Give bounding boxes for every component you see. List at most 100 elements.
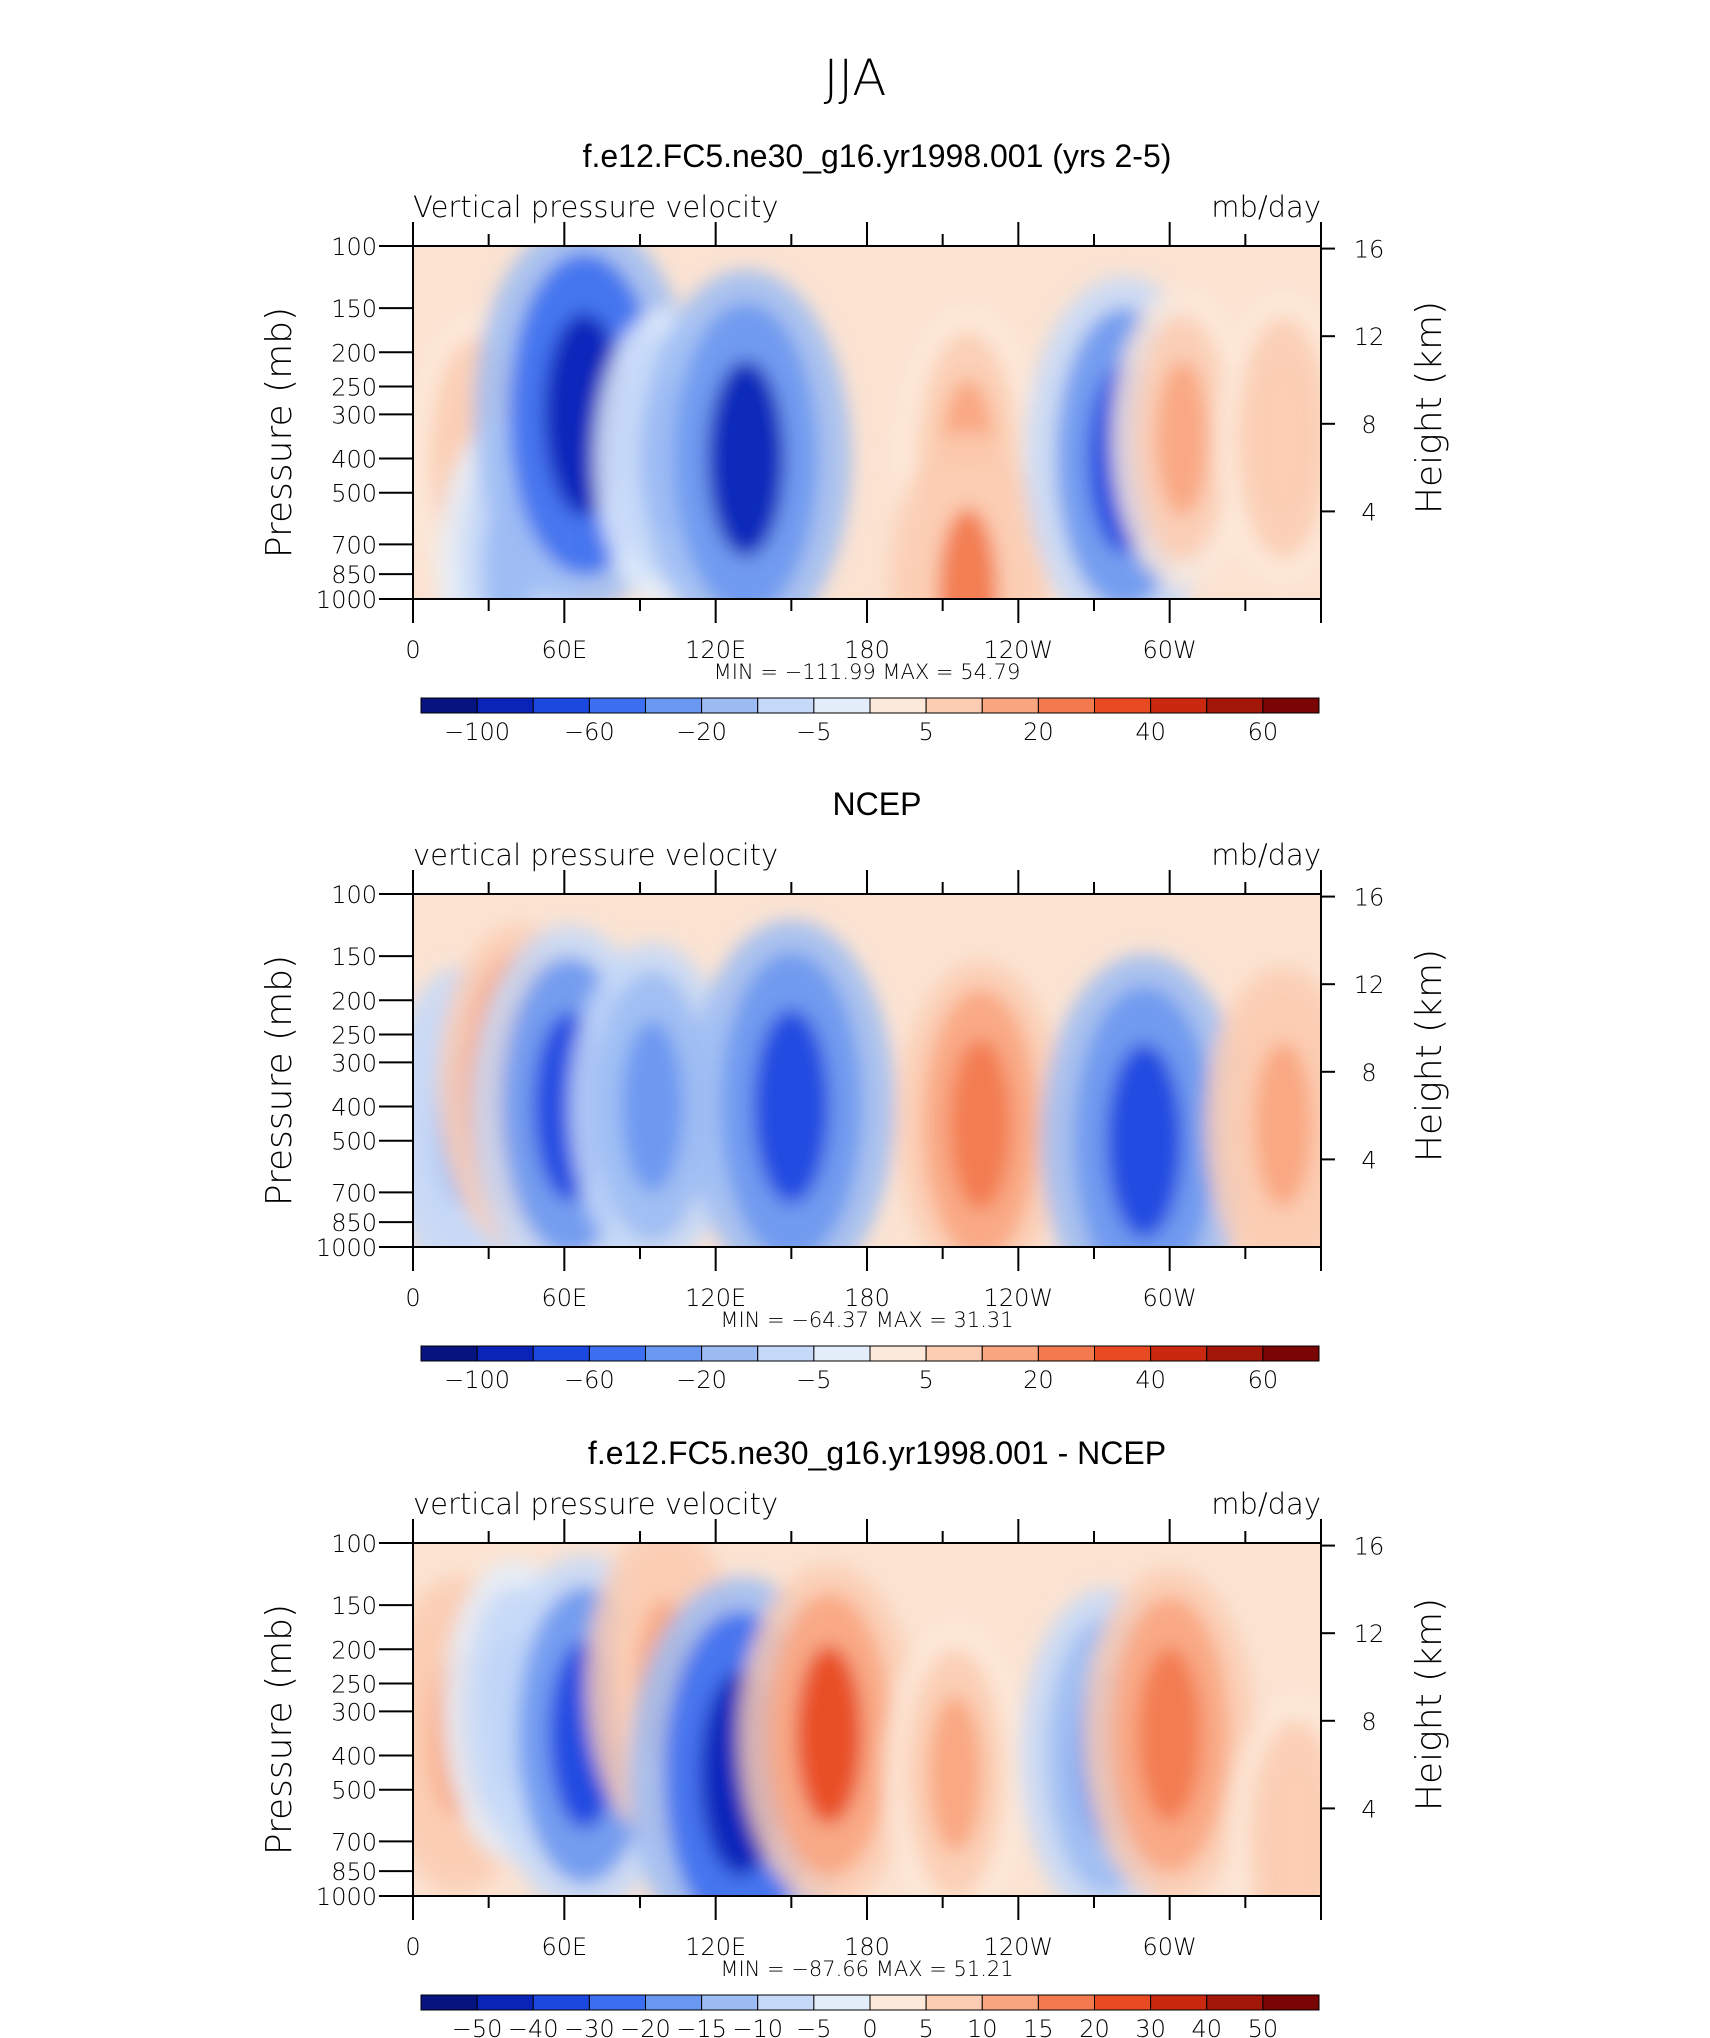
colorbar-label: 40 (1135, 1366, 1166, 1394)
colorbar-swatch (1094, 697, 1152, 714)
y-right-tick-label: 4 (1361, 1795, 1376, 1823)
min-max-label: MIN = −111.99 MAX = 54.79 (714, 660, 1021, 684)
colorbar-swatch (476, 1994, 534, 2011)
panel-title: NCEP (833, 786, 922, 822)
colorbar-label: 60 (1248, 1366, 1279, 1394)
colorbar-swatch (701, 1994, 759, 2011)
x-tick-label: 120E (685, 1933, 746, 1961)
colorbar-swatch (701, 697, 759, 714)
y-tick-label: 200 (331, 339, 377, 367)
x-tick-label: 60E (541, 1284, 587, 1312)
colorbar-label: −5 (796, 1366, 831, 1394)
y-tick-label: 400 (331, 446, 377, 474)
x-tick-label: 180 (844, 636, 890, 664)
y-tick-label: 100 (331, 881, 377, 909)
colorbar-swatch (588, 1994, 646, 2011)
colorbar-label: −5 (796, 718, 831, 746)
colorbar-swatch (981, 1994, 1039, 2011)
x-tick-label: 0 (405, 1284, 420, 1312)
contour-core (949, 1039, 1012, 1211)
contour-core (928, 1694, 982, 1853)
colorbar-swatch (757, 1345, 815, 1362)
colorbar-swatch (1206, 1994, 1264, 2011)
colorbar-swatch (420, 697, 478, 714)
panel-title: f.e12.FC5.ne30_g16.yr1998.001 (yrs 2-5) (583, 138, 1172, 174)
colorbar-swatch (1206, 697, 1264, 714)
contour-core (1270, 1764, 1321, 1896)
colorbar-label: −30 (564, 2015, 615, 2038)
y-tick-label: 200 (331, 987, 377, 1015)
colorbar-swatch (869, 1994, 927, 2011)
contour-fill (413, 1543, 1321, 1896)
x-tick-label: 0 (405, 636, 420, 664)
y-tick-label: 150 (331, 1592, 377, 1620)
y-tick-label: 1000 (316, 586, 377, 614)
x-tick-label: 120W (984, 636, 1054, 664)
colorbar-swatch (476, 697, 534, 714)
y-right-axis-label: Height (km) (1409, 1598, 1450, 1811)
colorbar-swatch (757, 1994, 815, 2011)
colorbar-label: 15 (1023, 2015, 1054, 2038)
x-tick-label: 180 (844, 1284, 890, 1312)
colorbar-swatch (532, 697, 590, 714)
colorbar-swatch (588, 1345, 646, 1362)
x-tick-label: 120W (984, 1933, 1054, 1961)
colorbar-label: 5 (918, 2015, 933, 2038)
chart-panel-3: f.e12.FC5.ne30_g16.yr1998.001 - NCEP vert… (259, 1435, 1450, 2038)
y-right-tick-label: 12 (1354, 1620, 1385, 1648)
colorbar-swatch (645, 697, 703, 714)
units-label: mb/day (1211, 838, 1321, 872)
colorbar-label: −20 (676, 718, 727, 746)
y-tick-label: 300 (331, 401, 377, 429)
colorbar-swatch (532, 1345, 590, 1362)
colorbar-label: −20 (620, 2015, 671, 2038)
variable-label: vertical pressure velocity (413, 838, 778, 872)
colorbar-label: −60 (564, 1366, 615, 1394)
y-tick-label: 700 (331, 1828, 377, 1856)
y-right-tick-label: 8 (1361, 1708, 1376, 1736)
colorbar-swatch (1262, 1994, 1320, 2011)
y-right-tick-label: 4 (1361, 1146, 1376, 1174)
colorbar-swatch (813, 1994, 871, 2011)
y-axis-label: Pressure (mb) (259, 1604, 300, 1855)
y-axis-label: Pressure (mb) (259, 307, 300, 558)
colorbar-swatch (1094, 1345, 1152, 1362)
colorbar-swatch (645, 1994, 703, 2011)
colorbar-label: −60 (564, 718, 615, 746)
contour-core (1254, 1042, 1313, 1208)
colorbar-swatch (1150, 697, 1208, 714)
colorbar: −100 −60 −20 −5 5 20 40 60 (420, 697, 1320, 746)
colorbar-swatch (925, 1994, 983, 2011)
colorbar-swatch (869, 697, 927, 714)
colorbar-label: 10 (967, 2015, 998, 2038)
variable-label: Vertical pressure velocity (413, 190, 779, 224)
y-tick-label: 850 (331, 561, 377, 589)
colorbar-swatch (1262, 697, 1320, 714)
colorbar-label: −5 (796, 2015, 831, 2038)
contour-core (1106, 1043, 1183, 1239)
panel-title: f.e12.FC5.ne30_g16.yr1998.001 - NCEP (588, 1435, 1166, 1471)
colorbar-label: −50 (452, 2015, 503, 2038)
colorbar: −100 −60 −20 −5 5 20 40 60 (420, 1345, 1320, 1394)
y-tick-label: 1000 (316, 1883, 377, 1911)
y-tick-label: 250 (331, 1021, 377, 1049)
x-tick-label: 180 (844, 1933, 890, 1961)
y-right-tick-label: 8 (1361, 411, 1376, 439)
contour-core (1137, 1647, 1202, 1823)
x-tick-label: 120E (685, 636, 746, 664)
y-tick-label: 100 (331, 1530, 377, 1558)
y-tick-label: 700 (331, 531, 377, 559)
units-label: mb/day (1211, 1487, 1321, 1521)
min-max-label: MIN = −64.37 MAX = 31.31 (720, 1308, 1013, 1332)
x-tick-label: 60E (541, 636, 587, 664)
contour-fill (413, 246, 1321, 599)
y-tick-label: 300 (331, 1698, 377, 1726)
colorbar-label: 40 (1191, 2015, 1222, 2038)
y-axis-label: Pressure (mb) (259, 955, 300, 1206)
colorbar-label: 20 (1023, 1366, 1054, 1394)
colorbar-label: −100 (444, 1366, 510, 1394)
colorbar-label: −100 (444, 718, 510, 746)
y-right-tick-label: 4 (1361, 498, 1376, 526)
chart-panel-2: NCEP vertical pressure velocity mb/day 100 1… (259, 786, 1450, 1394)
